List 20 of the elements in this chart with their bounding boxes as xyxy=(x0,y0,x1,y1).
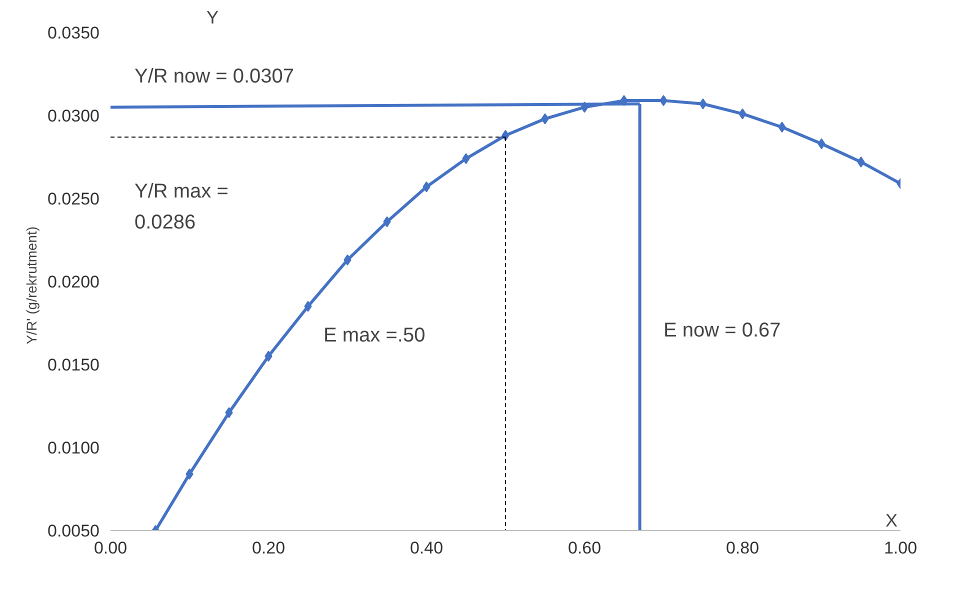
annotation: Y/R now = 0.0307 xyxy=(134,66,294,88)
annotation: Y/R max = 0.0286 xyxy=(134,180,228,234)
y-tick-label: 0.0150 xyxy=(48,356,100,374)
x-tick-label: 0.00 xyxy=(94,538,128,558)
x-axis-title: X xyxy=(886,510,898,530)
annotation: E max =.50 xyxy=(324,324,426,346)
x-tick-label: 0.20 xyxy=(252,538,286,558)
y-tick-label: 0.0100 xyxy=(48,438,100,458)
x-tick-label: 0.40 xyxy=(410,538,444,558)
x-tick-label: 1.00 xyxy=(884,538,918,558)
y-tick-label: 0.0200 xyxy=(48,272,100,292)
y-tick-label: 0.0250 xyxy=(48,190,100,208)
x-tick-label: 0.60 xyxy=(568,538,602,558)
y-axis-title: Y/R' (g/rekrutment) xyxy=(24,226,40,344)
text: Y xyxy=(206,8,219,28)
y-tick-label: 0.0350 xyxy=(48,24,100,42)
y-tick-label: 0.0300 xyxy=(48,106,100,126)
y-tick-label: 0.0050 xyxy=(48,522,100,540)
x-tick-label: 0.80 xyxy=(726,538,760,558)
annotation: E now = 0.67 xyxy=(664,320,781,342)
